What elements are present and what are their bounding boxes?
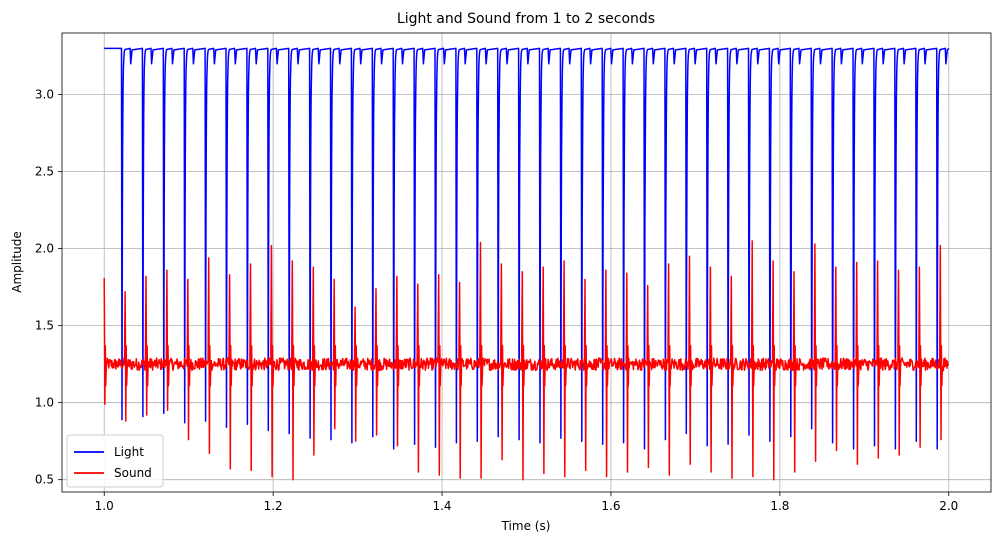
legend: Light Sound: [66, 434, 164, 488]
plot-area: [103, 47, 950, 481]
plot-frame: [61, 32, 992, 493]
x-tick-label: 1.0: [95, 499, 114, 513]
chart-title: Light and Sound from 1 to 2 seconds: [397, 11, 655, 27]
y-axis-label: Amplitude: [10, 231, 24, 293]
y-tick-label: 1.0: [35, 396, 54, 410]
y-tick-label: 3.0: [35, 88, 54, 102]
legend-label-light: Light: [114, 445, 144, 459]
y-tick-label: 1.5: [35, 319, 54, 333]
y-tick-label: 2.5: [35, 165, 54, 179]
legend-box: [66, 434, 164, 488]
x-axis-label: Time (s): [501, 519, 551, 533]
x-axis-ticks: 1.0 1.2 1.4 1.6 1.8 2.0: [95, 492, 958, 513]
y-tick-label: 2.0: [35, 242, 54, 256]
legend-label-sound: Sound: [114, 466, 152, 480]
x-tick-label: 1.6: [601, 499, 620, 513]
y-tick-label: 0.5: [35, 473, 54, 487]
series-line-light: [104, 47, 950, 450]
y-axis-ticks: 0.5 1.0 1.5 2.0 2.5 3.0: [35, 88, 62, 487]
x-tick-label: 1.4: [432, 499, 451, 513]
series-line-sound: [103, 240, 950, 481]
x-tick-label: 1.2: [264, 499, 283, 513]
grid-lines: [62, 33, 991, 492]
x-tick-label: 1.8: [770, 499, 789, 513]
x-tick-label: 2.0: [939, 499, 958, 513]
